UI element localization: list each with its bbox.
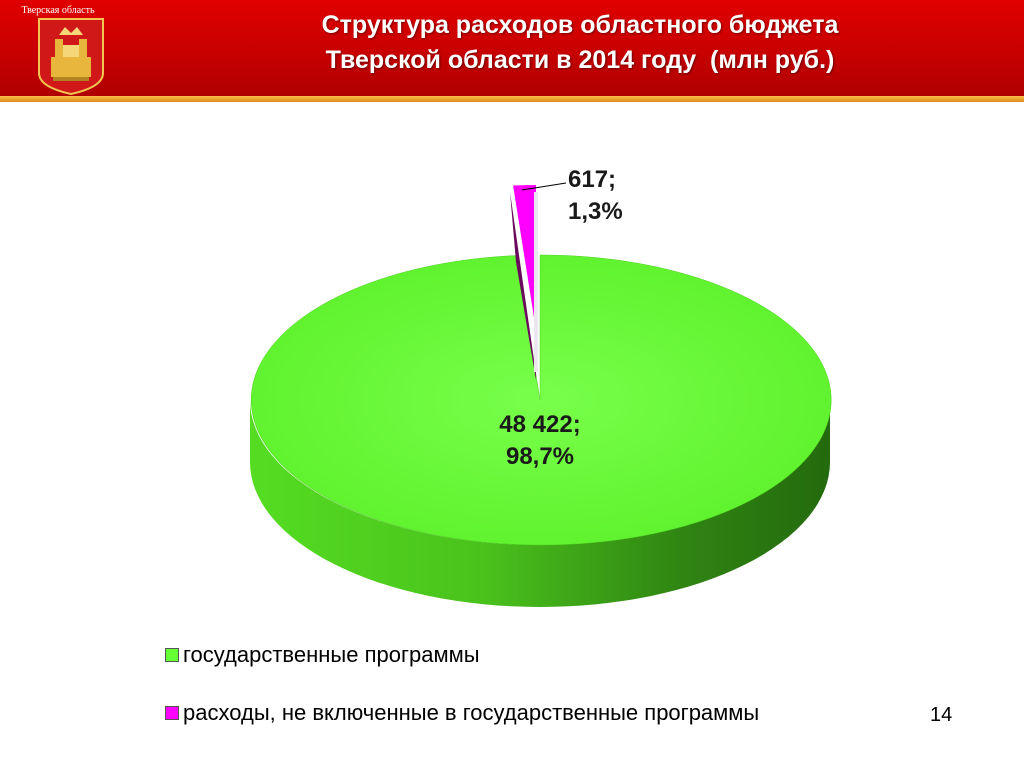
page-number: 14 (930, 704, 953, 726)
legend-item-other-expenses: расходы, не включенные в государственные… (165, 700, 759, 726)
pie-slice-small (513, 185, 536, 330)
pie-chart: 617; 1,3% 48 422; 98,7% (250, 166, 832, 607)
pie-slice-small-value-label: 617; (568, 166, 616, 193)
legend-label-other-expenses: расходы, не включенные в государственные… (183, 700, 760, 725)
header-stripe (0, 96, 1024, 102)
legend-swatch-other-expenses (165, 706, 179, 720)
legend-item-state-programs: государственные программы (165, 642, 480, 668)
title-line-2: Тверской области в 2014 году (млн руб.) (325, 46, 835, 74)
pie-slice-main (251, 254, 832, 546)
tver-coat-of-arms-icon (38, 18, 104, 95)
title-line-1: Структура расходов областного бюджета (321, 11, 839, 39)
legend-swatch-state-programs (165, 648, 179, 662)
header-banner (0, 0, 1024, 96)
region-label: Тверская область (21, 5, 95, 16)
pie-slice-small-side (510, 192, 536, 380)
pie-slice-small-leader (521, 182, 567, 191)
page-title: Структура расходов областного бюджета Тв… (220, 8, 940, 78)
pie-slice-main-percent-label: 98,7% (506, 443, 574, 470)
legend-label-state-programs: государственные программы (183, 642, 480, 667)
pie-slice-main-value-label: 48 422; (499, 411, 580, 438)
pie-slice-small-percent-label: 1,3% (568, 198, 623, 225)
pie-side-main (250, 400, 830, 607)
